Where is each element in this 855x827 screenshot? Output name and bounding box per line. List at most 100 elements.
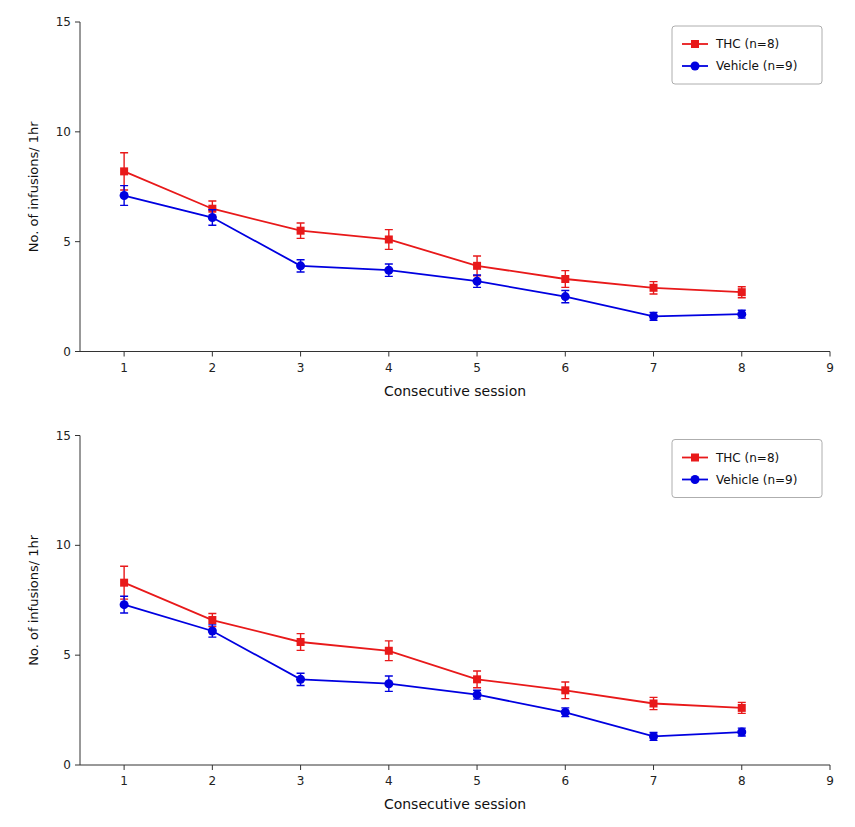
legend-label: THC (n=8)	[715, 37, 779, 51]
x-tick	[830, 352, 831, 357]
x-tick-label: 3	[297, 361, 305, 375]
marker	[737, 728, 746, 737]
y-tick-label: 15	[56, 429, 71, 443]
x-axis-label: Consecutive session	[384, 796, 526, 812]
y-tick	[75, 545, 80, 546]
marker	[297, 227, 305, 235]
error-bar	[120, 596, 128, 613]
error-bar	[650, 312, 658, 320]
x-tick	[300, 352, 301, 357]
x-tick-label: 8	[738, 774, 746, 788]
error-bar	[561, 682, 569, 699]
x-axis-label: Consecutive session	[384, 383, 526, 399]
error-bar	[120, 566, 128, 599]
x-tick	[653, 765, 654, 770]
x-tick	[477, 765, 478, 770]
x-tick-label: 1	[120, 774, 128, 788]
x-tick	[565, 352, 566, 357]
y-tick	[75, 435, 80, 436]
marker	[738, 704, 746, 712]
panel: 123456789051015Consecutive sessionNo. of…	[26, 429, 834, 813]
x-tick-label: 4	[385, 774, 393, 788]
marker	[561, 708, 570, 717]
error-bar	[385, 230, 393, 250]
y-tick	[75, 655, 80, 656]
marker	[384, 266, 393, 275]
marker	[120, 167, 128, 175]
legend-marker	[691, 454, 699, 462]
error-bar	[738, 702, 746, 713]
figure: 123456789051015Consecutive sessionNo. of…	[0, 0, 855, 827]
x-tick	[653, 352, 654, 357]
y-tick-label: 0	[63, 345, 71, 359]
error-bar	[650, 732, 658, 740]
marker	[649, 732, 658, 741]
x-tick	[388, 765, 389, 770]
y-axis-label: No. of infusions/ 1hr	[26, 121, 41, 252]
legend: THC (n=8)Vehicle (n=9)	[672, 26, 822, 84]
error-bar	[208, 625, 216, 637]
error-bar	[561, 290, 569, 302]
error-bar	[650, 282, 658, 294]
marker	[473, 277, 482, 286]
x-tick-label: 1	[120, 361, 128, 375]
x-tick	[212, 352, 213, 357]
legend-label: Vehicle (n=9)	[716, 473, 797, 487]
error-bar	[297, 260, 305, 272]
y-tick-label: 15	[56, 15, 71, 29]
x-tick	[388, 352, 389, 357]
x-tick-label: 2	[209, 774, 217, 788]
error-bar	[297, 673, 305, 685]
x-tick	[477, 352, 478, 357]
marker	[120, 191, 129, 200]
panel: 123456789051015Consecutive sessionNo. of…	[26, 15, 834, 399]
error-bar	[561, 708, 569, 717]
x-tick	[212, 765, 213, 770]
x-tick	[124, 352, 125, 357]
error-bar	[738, 728, 746, 736]
error-bar	[561, 271, 569, 288]
x-tick	[741, 765, 742, 770]
error-bar	[738, 287, 746, 298]
y-tick-label: 10	[56, 125, 71, 139]
y-tick	[75, 131, 80, 132]
y-tick-label: 0	[63, 758, 71, 772]
series	[120, 596, 747, 741]
x-tick-label: 9	[826, 361, 834, 375]
plot-area	[120, 153, 747, 321]
x-tick-label: 6	[561, 361, 569, 375]
error-bar	[385, 676, 393, 691]
error-bar	[120, 153, 128, 190]
series	[120, 186, 747, 321]
marker	[208, 213, 217, 222]
x-tick-label: 4	[385, 361, 393, 375]
x-tick-label: 3	[297, 774, 305, 788]
error-bar	[297, 634, 305, 651]
marker	[473, 675, 481, 683]
legend-marker	[691, 62, 700, 71]
marker	[561, 686, 569, 694]
legend: THC (n=8) Vehicle (n=9)	[672, 440, 822, 498]
marker	[561, 275, 569, 283]
y-tick	[75, 22, 80, 23]
x-tick-label: 6	[561, 774, 569, 788]
x-tick-label: 9	[826, 774, 834, 788]
marker	[120, 600, 129, 609]
marker	[473, 690, 482, 699]
marker	[384, 679, 393, 688]
error-bar	[650, 697, 658, 709]
legend-label: THC (n=8)	[715, 451, 779, 465]
legend-frame	[672, 440, 822, 498]
marker	[650, 699, 658, 707]
line	[124, 196, 742, 317]
error-bar	[473, 671, 481, 688]
y-axis-line	[80, 436, 81, 766]
marker	[296, 675, 305, 684]
line	[124, 171, 742, 292]
y-axis-line	[80, 22, 81, 352]
error-bar	[385, 641, 393, 661]
y-tick	[75, 351, 80, 352]
marker	[473, 262, 481, 270]
marker	[385, 647, 393, 655]
marker	[208, 627, 217, 636]
